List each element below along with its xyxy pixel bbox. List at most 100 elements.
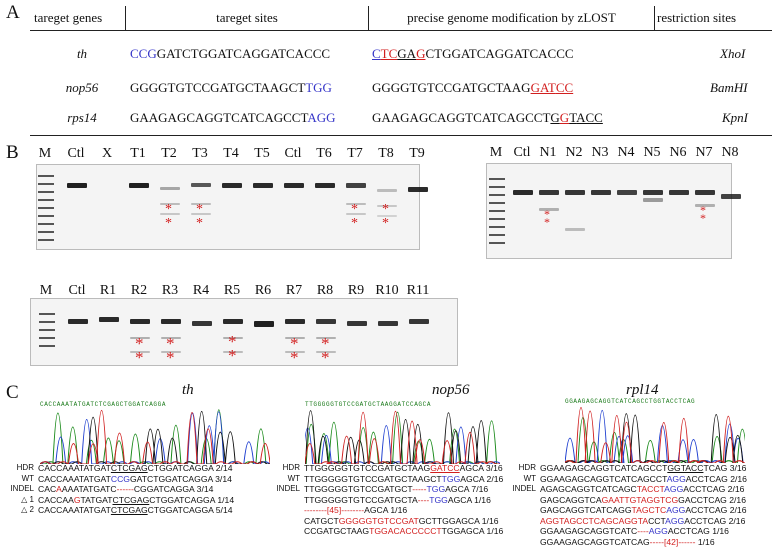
gel-band — [315, 183, 335, 188]
marker-band — [489, 202, 505, 204]
allele-label: INDEL — [10, 484, 34, 493]
lane-label: N7 — [695, 145, 713, 160]
sequence-segment: G — [550, 110, 560, 125]
gel-band — [377, 215, 397, 217]
sequence-segment: GACCTCAG — [678, 494, 727, 505]
gel-band — [565, 228, 585, 231]
allele-count: 1/16 — [709, 526, 729, 536]
trace-curve — [565, 407, 745, 463]
sequence-segment: GAAGAGCAGGTCATCAGCCT — [130, 110, 308, 125]
alignment-row: WT CACCAAATATGATCCGGATCTGGATCAGGA 3/14 — [0, 474, 280, 485]
sequence-segment: -----[42]------ — [649, 536, 696, 547]
marker-band — [38, 199, 54, 201]
gel-band — [539, 190, 559, 195]
gel-band — [409, 319, 429, 324]
alignment-row: HDR GGAAGAGCAGGTCATCAGCCTGGTACCTCAG 3/16 — [500, 463, 778, 474]
allele-sequence: AGAGCAGGTCATCAGCTACCTAGGACCTCAG 2/16 — [540, 484, 744, 495]
allele-count: 1/16 — [388, 505, 408, 515]
alignment-row: --------[45]--------AGCA 1/16 — [264, 505, 524, 516]
sequence-segment: CTGGATCAGGA — [147, 505, 214, 515]
gel-band — [591, 190, 611, 195]
alignment-row: TTGGGGGTGTCCGATGCTA----TGGAGCA 1/16 — [264, 495, 524, 506]
gene-name: th — [76, 46, 88, 61]
gel-band — [253, 183, 273, 188]
enzyme-name: XhoI — [720, 46, 746, 61]
allele-label: △ 1 — [21, 494, 34, 504]
sequence-segment: CAC — [38, 484, 57, 494]
gel-band — [161, 319, 181, 324]
gel-band — [377, 189, 397, 192]
allele-count: 3/16 — [483, 463, 503, 473]
sequence-segment: AGCA — [460, 473, 485, 484]
sequence-segment: CACCAAATATGAT — [38, 473, 111, 484]
marker-band — [38, 231, 54, 233]
sequence-segment: TGG — [441, 473, 461, 484]
sequence-segment: CCG — [110, 473, 130, 484]
cleavage-star: * — [700, 203, 706, 217]
alignment-row: WT GGAAGAGCAGGTCATCAGCCTAGGACCTCAG 2/16 — [500, 474, 778, 485]
cleavage-star: * — [228, 332, 237, 351]
gel-band — [513, 190, 533, 195]
marker-band — [39, 345, 55, 347]
alignment-nop56: HDR TTGGGGGTGTCCGATGCTAAGGATCCAGCA 3/16 WT… — [264, 463, 524, 537]
marker-band — [38, 207, 54, 209]
sequence-segment: AGG — [665, 515, 685, 526]
gel-band — [669, 190, 689, 195]
trace-title-nop56: nop56 — [432, 382, 470, 398]
sequence-segment: TACCT — [636, 484, 665, 494]
lane-label: T1 — [130, 146, 146, 161]
lane-label: R2 — [130, 283, 148, 298]
lane-label: R1 — [99, 283, 117, 298]
lane-label: T4 — [223, 146, 239, 161]
sequence-segment: ---- — [637, 526, 649, 536]
target-site: GGGGTGTCCGATGCTAAGCTTGG — [130, 80, 332, 96]
allele-count: 2/16 — [727, 473, 747, 484]
sequence-segment: GGAAGAGCAGGTCATC — [540, 526, 638, 536]
lane-label: T9 — [409, 146, 425, 161]
sequence-segment: TAGCTC — [631, 505, 667, 515]
allele-count: 7/16 — [469, 484, 489, 494]
alignment-row: AGGTAGCCTCAGCAGGTACCTAGGACCTCAG 2/16 — [500, 516, 778, 527]
sequence-segment: AGGTAGCCTCAGCAGGTA — [540, 515, 649, 526]
gel-band — [130, 319, 150, 324]
gel-band — [617, 190, 637, 195]
sequence-segment: --------[45]-------- — [304, 505, 365, 515]
sequence-segment: GAATTGTAGGTCG — [601, 494, 679, 505]
gene-name: rps14 — [67, 110, 97, 125]
allele-label: WT — [523, 473, 536, 483]
chromatogram-rpl14 — [565, 407, 745, 463]
marker-band — [38, 223, 54, 225]
allele-count: 2/16 — [726, 515, 746, 526]
panel-letter-c: C — [6, 382, 19, 403]
target-site: GAAGAGCAGGTCATCAGCCTAGG — [130, 110, 336, 126]
trace-curve — [40, 410, 270, 464]
sequence-segment: GGGGTGTCCGATGCTAAG — [372, 80, 531, 95]
lane-label: X — [101, 146, 113, 161]
cleavage-star: * — [290, 348, 299, 367]
cleavage-star: * — [135, 334, 144, 353]
gel-band — [161, 351, 181, 353]
cleavage-star: * — [166, 334, 175, 353]
allele-count: 3/16 — [727, 463, 747, 473]
gel-band — [565, 190, 585, 195]
sequence-segment: CGGATCAGGA — [133, 484, 195, 494]
sequence-segment: CTGGATCAGGATCACCC — [425, 46, 574, 61]
sequence-segment: TTGGGGGTGTCCGATGCTAAGCT — [304, 473, 442, 484]
sequence-segment: GA — [397, 46, 417, 61]
sequence-segment: TGG — [426, 484, 446, 494]
allele-count: 1/14 — [215, 494, 235, 505]
cleavage-star: * — [196, 202, 203, 217]
alignment-row: GGAAGAGCAGGTCATCAG-----[42]------ 1/16 — [500, 537, 778, 548]
trace-curve — [305, 411, 500, 464]
sequence-segment: GATCC — [430, 463, 460, 473]
marker-band — [489, 178, 505, 180]
header-restriction: restriction sites — [657, 10, 737, 25]
cleavage-star: * — [166, 348, 175, 367]
lane-label: M — [38, 146, 52, 161]
gel-band — [284, 183, 304, 188]
modified-site: GAAGAGCAGGTCATCAGCCTGGTACC — [372, 110, 603, 126]
marker-band — [39, 321, 55, 323]
allele-sequence: GGAAGAGCAGGTCATC----AGGACCTCAG 1/16 — [540, 526, 729, 537]
gel-band — [285, 319, 305, 324]
panel-letter-a: A — [6, 2, 20, 23]
